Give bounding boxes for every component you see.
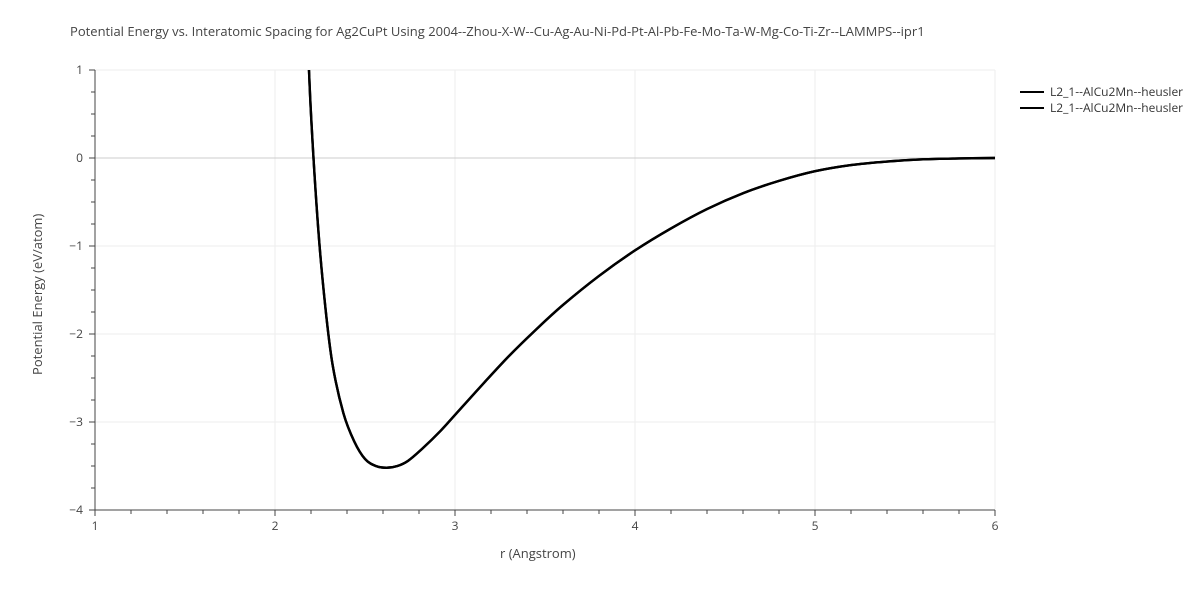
svg-text:1: 1 [92, 517, 99, 534]
svg-text:−4: −4 [69, 501, 83, 518]
svg-text:6: 6 [992, 517, 999, 534]
chart-container: Potential Energy vs. Interatomic Spacing… [0, 0, 1200, 600]
legend-swatch [1020, 107, 1044, 109]
svg-text:4: 4 [632, 517, 639, 534]
legend-item[interactable]: L2_1--AlCu2Mn--heusler [1020, 84, 1183, 100]
legend: L2_1--AlCu2Mn--heuslerL2_1--AlCu2Mn--heu… [1020, 84, 1183, 116]
svg-text:5: 5 [812, 517, 819, 534]
svg-text:1: 1 [76, 61, 83, 78]
svg-text:3: 3 [452, 517, 459, 534]
svg-text:−3: −3 [69, 413, 83, 430]
svg-text:−2: −2 [69, 325, 83, 342]
svg-text:−1: −1 [69, 237, 83, 254]
legend-label: L2_1--AlCu2Mn--heusler [1050, 84, 1183, 100]
legend-item[interactable]: L2_1--AlCu2Mn--heusler [1020, 100, 1183, 116]
legend-label: L2_1--AlCu2Mn--heusler [1050, 100, 1183, 116]
svg-text:2: 2 [272, 517, 279, 534]
svg-text:0: 0 [76, 149, 83, 166]
legend-swatch [1020, 91, 1044, 93]
